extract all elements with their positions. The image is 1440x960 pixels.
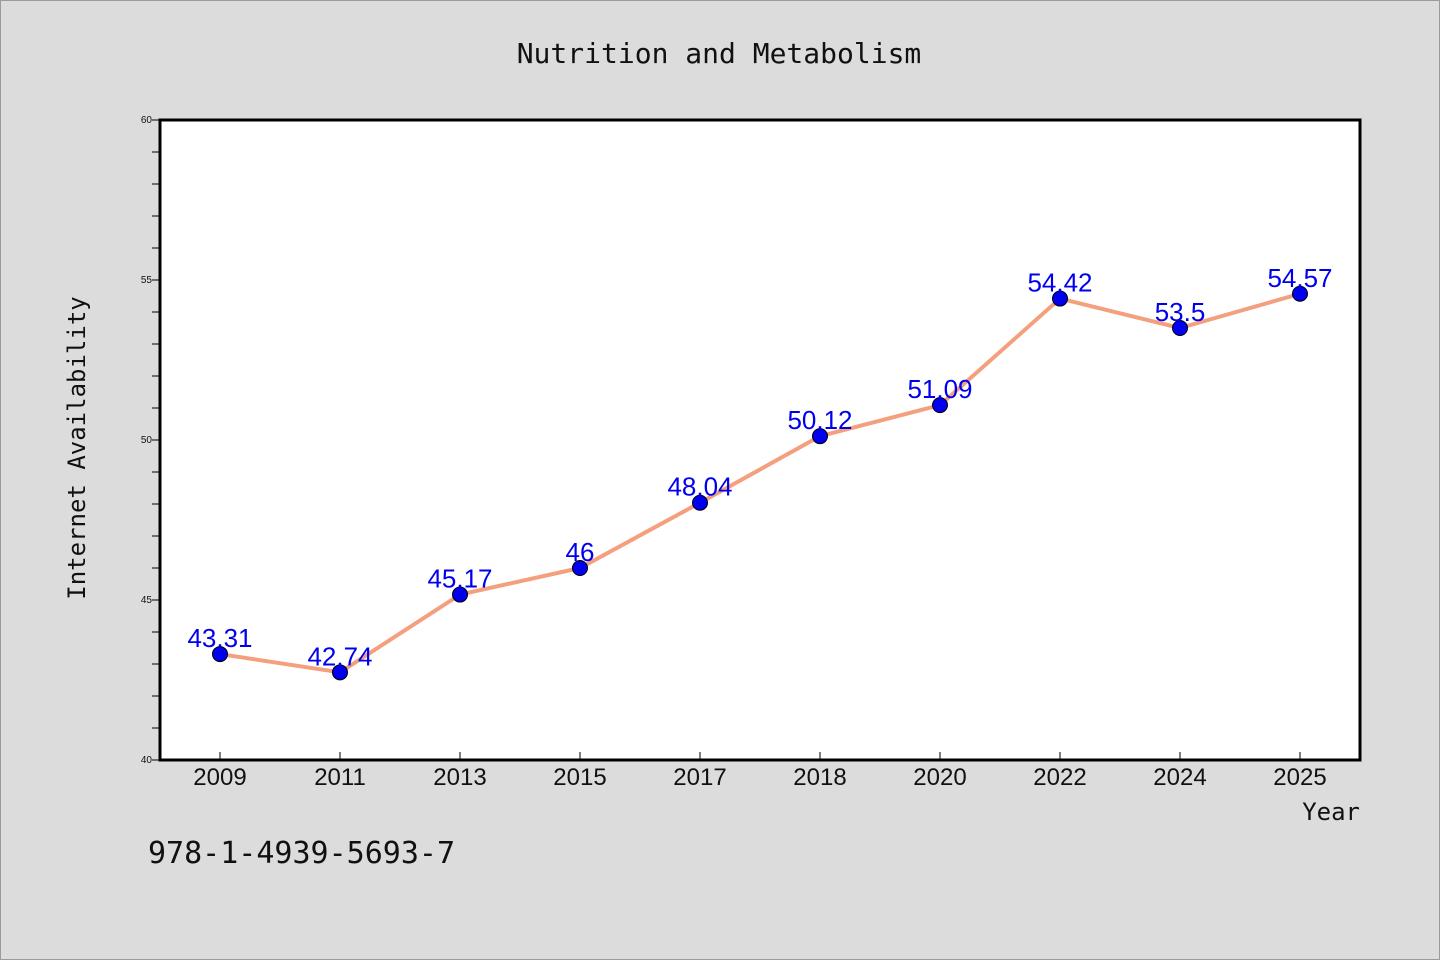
data-label: 45.17 [427, 564, 492, 594]
x-tick-label: 2017 [673, 764, 726, 791]
data-label: 54.57 [1267, 263, 1332, 293]
y-tick-label: 40 [141, 755, 153, 766]
y-tick-label: 60 [141, 115, 153, 126]
x-tick-label: 2015 [553, 764, 606, 791]
data-label: 53.5 [1155, 297, 1206, 327]
data-label: 54.42 [1027, 268, 1092, 298]
series: 43.31 42.74 45.17 46 48.04 50.12 51.09 54.42 53.… [187, 263, 1333, 681]
x-tick-label: 2009 [193, 764, 246, 791]
data-point [1172, 320, 1188, 336]
plot-area [158, 118, 1362, 762]
data-label: 43.31 [187, 623, 252, 653]
data-label: 51.09 [907, 374, 972, 404]
x-tick-label: 2025 [1273, 764, 1326, 791]
chart-title: Nutrition and Metabolism [517, 37, 922, 70]
x-tick-label: 2024 [1153, 764, 1206, 791]
data-point [932, 397, 948, 414]
y-axis-title: Internet Availability [63, 296, 91, 599]
y-tick-label: 45 [141, 595, 153, 606]
y-axis: 40 45 50 55 60 [141, 115, 160, 766]
isbn-footnote: 978-1-4939-5693-7 [148, 836, 455, 871]
x-axis-title: Year [1302, 798, 1360, 826]
data-point [572, 560, 588, 576]
x-tick-label: 2018 [793, 764, 846, 791]
data-point [212, 646, 228, 663]
data-point [812, 428, 828, 445]
data-point [1292, 285, 1308, 302]
y-tick-label: 50 [141, 435, 153, 446]
data-label: 46 [566, 537, 595, 567]
data-point [332, 664, 348, 681]
data-label: 48.04 [667, 472, 732, 502]
series-line [218, 291, 1302, 675]
data-point [452, 586, 468, 603]
data-point [692, 494, 708, 511]
x-tick-label: 2011 [314, 764, 366, 791]
x-tick-label: 2022 [1033, 764, 1086, 791]
x-tick-label: 2020 [913, 764, 966, 791]
y-tick-label: 55 [141, 275, 153, 286]
x-axis: 2009 2011 2013 2015 2017 2018 2020 2022 2024 2025 [193, 752, 1327, 791]
data-label: 50.12 [787, 405, 852, 435]
x-tick-label: 2013 [433, 764, 486, 791]
data-point [1052, 290, 1068, 307]
data-label: 42.74 [307, 641, 372, 671]
